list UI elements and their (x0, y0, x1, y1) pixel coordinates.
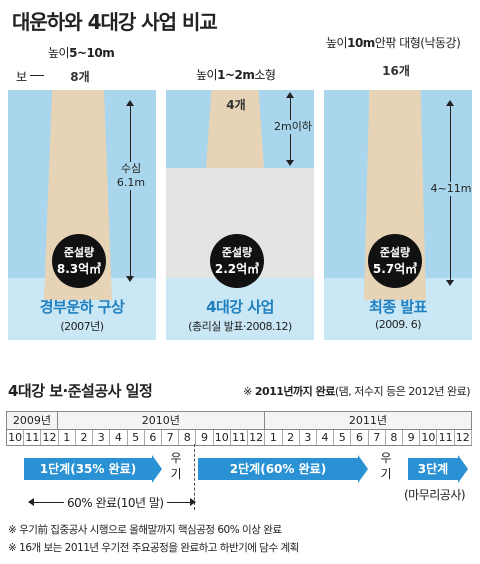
month-cell: 1 (265, 430, 283, 445)
span-arrow-left (28, 498, 34, 506)
height-label: 높이1~2m소형 (196, 68, 276, 82)
phase-2-bar: 2단계(60% 완료) (198, 455, 368, 483)
month-cell: 11 (437, 430, 455, 445)
month-cell: 3 (300, 430, 317, 445)
month-cell: 6 (145, 430, 162, 445)
month-cell: 2 (283, 430, 300, 445)
year-cell: 2011년 (264, 412, 472, 429)
page-title: 대운하와 4대강 사업 비교 (12, 10, 218, 34)
month-cell: 1 (59, 430, 76, 445)
panel-four-rivers: 4개 2m이하 준설량 2.2억㎥ 4대강 사업 (총리실 발표·2008.12… (166, 90, 314, 340)
month-cell: 3 (93, 430, 111, 445)
dredge-circle: 준설량 5.7억㎥ (368, 234, 422, 288)
phase-3-bar: 3단계 (408, 455, 468, 483)
month-cell: 12 (41, 430, 59, 445)
weir-shape (206, 90, 264, 168)
month-cell: 9 (403, 430, 421, 445)
month-cell: 5 (334, 430, 352, 445)
dredge-label: 준설량 (221, 246, 253, 259)
rainy-season-1: 우기 (170, 451, 182, 481)
footnote-1: ※ 우기前 집중공사 시행으로 올해말까지 핵심공정 60% 이상 완료 (8, 524, 282, 536)
depth-arrow-down (286, 160, 294, 166)
month-cell: 8 (179, 430, 197, 445)
month-row: 10 11 12 1 2 3 4 5 6 7 8 9 10 11 12 1 2 3 4 5 6 7 8 9 10 11 12 (6, 429, 472, 446)
month-cell: 4 (110, 430, 128, 445)
month-cell: 11 (231, 430, 249, 445)
month-cell: 10 (214, 430, 231, 445)
milestone-dash (194, 444, 195, 510)
water-bottom (166, 278, 314, 340)
month-cell: 7 (162, 430, 180, 445)
depth-label: 4~11m (430, 182, 472, 196)
month-cell: 7 (369, 430, 386, 445)
month-cell: 12 (248, 430, 266, 445)
depth-arrow-down (126, 276, 134, 282)
month-cell: 9 (196, 430, 214, 445)
dredge-value: 8.3억㎥ (56, 262, 102, 276)
dredge-value: 2.2억㎥ (214, 262, 260, 276)
weir-count-top: 8개 (70, 70, 90, 84)
dredge-circle: 준설량 2.2억㎥ (210, 234, 264, 288)
phase-3-sub: (마무리공사) (404, 488, 466, 502)
year-row: 2009년 2010년 2011년 (6, 411, 472, 429)
depth-arrow-down (446, 280, 454, 286)
dredge-circle: 준설량 8.3억㎥ (52, 234, 106, 288)
weir-label: 보 (16, 70, 27, 84)
rainy-season-2: 우기 (380, 451, 392, 481)
depth-label: 2m이하 (270, 120, 314, 134)
weir-label-line (30, 75, 44, 76)
dredge-label: 준설량 (63, 246, 95, 259)
height-label: 높이10m안팎 대형(낙동강) (326, 36, 461, 50)
month-cell: 5 (128, 430, 145, 445)
month-cell: 6 (351, 430, 369, 445)
month-cell: 10 (6, 430, 25, 445)
panel-canal: 8개 준설량 8.3억㎥ 수심 6.1m 경부운하 구상 (2007년) (8, 90, 156, 340)
depth-arrow-up (286, 92, 294, 98)
panel-subtitle: (2009. 6) (374, 318, 422, 331)
span-label: 60% 완료(10년 말) (64, 494, 167, 511)
month-cell: 2 (76, 430, 94, 445)
panel-final: 4~11m 준설량 5.7억㎥ 최종 발표 (2009. 6) (324, 90, 472, 340)
weir-count: 4개 (226, 98, 246, 112)
schedule-title: 4대강 보·준설공사 일정 (8, 382, 153, 400)
timeline: 2009년 2010년 2011년 10 11 12 1 2 3 4 5 6 7 8 9 10 11 12 1… (6, 411, 472, 446)
height-label: 높이5~10m (48, 46, 115, 60)
dredge-value: 5.7억㎥ (372, 262, 418, 276)
panel-subtitle: (총리실 발표·2008.12) (188, 320, 292, 333)
depth-line (130, 106, 131, 278)
month-cell: 8 (386, 430, 404, 445)
month-cell: 4 (317, 430, 335, 445)
weir-count: 16개 (382, 64, 410, 78)
month-cell: 12 (455, 430, 472, 445)
depth-label: 수심 6.1m (116, 162, 146, 190)
panel-subtitle: (2007년) (60, 320, 104, 333)
panel-title: 경부운하 구상 (39, 298, 125, 316)
phase-1-bar: 1단계(35% 완료) (24, 455, 162, 483)
panel-title: 최종 발표 (369, 298, 427, 316)
depth-arrow-up (126, 100, 134, 106)
depth-arrow-up (446, 100, 454, 106)
schedule-note: ※ 2011년까지 완료(댐, 저수지 등은 2012년 완료) (243, 385, 470, 398)
month-cell: 11 (24, 430, 42, 445)
dredge-label: 준설량 (379, 246, 411, 259)
footnote-2: ※ 16개 보는 2011년 우기전 주요공정을 완료하고 하반기에 담수 계획 (8, 542, 299, 554)
year-cell: 2010년 (57, 412, 265, 429)
year-cell: 2009년 (6, 412, 58, 429)
panel-title: 4대강 사업 (206, 298, 274, 316)
month-cell: 10 (420, 430, 438, 445)
span-arrow-right (190, 498, 196, 506)
